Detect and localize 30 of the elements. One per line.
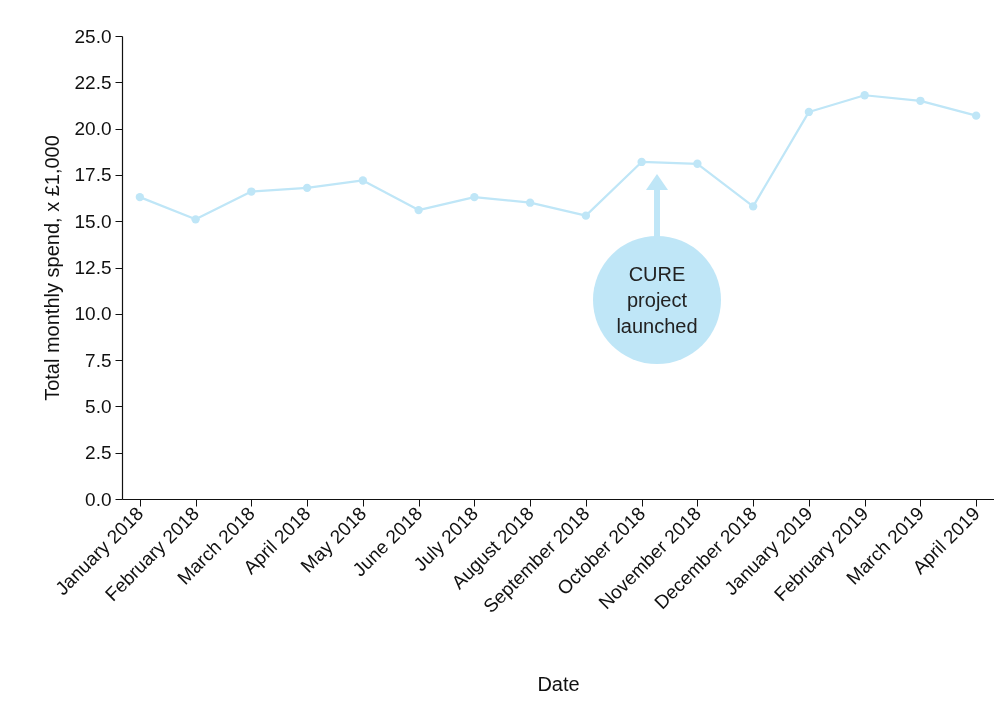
y-tick-label: 5.0 (85, 395, 112, 417)
point (916, 96, 925, 105)
point (247, 187, 256, 196)
y-tick-label: 10.0 (74, 303, 112, 325)
y-tick-label: 17.5 (74, 164, 112, 186)
point (860, 91, 869, 100)
y-tick-label: 22.5 (74, 71, 112, 93)
point (191, 215, 200, 224)
point (414, 205, 423, 215)
point (358, 176, 368, 185)
point (748, 202, 758, 211)
point (525, 198, 535, 207)
y-tick-label: 12.5 (74, 257, 112, 278)
point (470, 192, 479, 202)
point (804, 107, 814, 117)
y-tick-label: 20.0 (74, 118, 112, 140)
point (135, 192, 145, 202)
point (581, 211, 591, 220)
y-tick-label: 0.0 (85, 488, 112, 510)
point (693, 159, 702, 168)
point (302, 183, 312, 193)
y-tick-label: 15.0 (74, 210, 112, 232)
y-axis-title: Total monthly spend, x £1,000 (40, 135, 63, 401)
point (637, 157, 646, 167)
x-axis-title: Date (537, 672, 580, 695)
y-tick-label: 7.5 (85, 349, 112, 371)
point (971, 111, 981, 120)
annotation: CURE project launched (616, 263, 698, 337)
y-tick-label: 25.0 (74, 25, 112, 47)
y-tick-label: 2.5 (85, 442, 112, 464)
